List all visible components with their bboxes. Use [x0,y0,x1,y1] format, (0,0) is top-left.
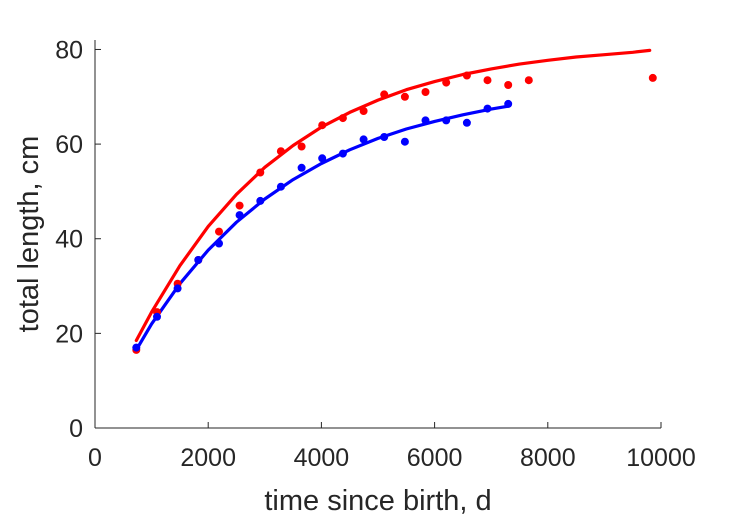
blue-data-point [359,135,368,144]
blue-data-point [504,99,513,108]
red-data-point [380,90,389,99]
blue-data-point [318,154,327,163]
blue-data-point [256,196,265,205]
blue-data-point [132,343,141,352]
blue-data-point [173,284,182,293]
blue-data-point [442,116,451,125]
y-tick-label: 20 [55,320,83,348]
blue-data-point [462,118,471,127]
x-tick-label: 2000 [180,444,236,472]
red-data-point [400,92,409,101]
red-data-point [338,114,347,123]
y-tick-label: 0 [69,415,83,443]
x-tick-label: 0 [88,444,102,472]
y-tick-label: 40 [55,226,83,254]
red-data-point [442,78,451,87]
red-data-point [215,227,223,236]
blue-data-point [483,104,492,113]
red-data-point [276,147,285,156]
blue-data-point [235,211,244,220]
red-data-point [462,71,471,80]
blue-data-point [215,239,223,248]
axes [94,40,661,429]
red-data-point [359,107,368,115]
data-points [132,71,657,354]
red-data-point [504,81,513,89]
blue-data-point [194,256,203,264]
red-data-point [524,76,533,85]
y-tick-label: 60 [55,131,83,159]
blue-data-point [297,163,306,172]
red-data-point [421,88,430,96]
y-axis-label: total length, cm [13,136,45,333]
x-tick-label: 8000 [520,444,576,472]
red-data-point [318,121,327,130]
blue-data-point [153,312,161,321]
blue-data-point [421,116,430,125]
x-tick-label: 10000 [626,444,696,472]
red-data-point [235,201,244,210]
red-data-point [256,168,265,177]
x-tick-label: 4000 [294,444,350,472]
blue-data-point [400,137,409,146]
blue-data-point [276,182,285,191]
x-axis-label: time since birth, d [264,485,491,517]
red-data-point [648,73,657,82]
red-data-point [297,142,306,151]
blue-data-point [380,133,389,141]
blue-fit-curve [134,104,510,352]
blue-data-point [338,149,347,158]
red-fit-curve [134,48,652,343]
red-data-point [483,76,492,85]
x-tick-label: 6000 [407,444,463,472]
ticks: 0 2000 4000 6000 8000 10000 0 20 40 60 80 [55,36,696,472]
y-tick-label: 80 [55,36,83,64]
fit-curves [134,48,652,352]
